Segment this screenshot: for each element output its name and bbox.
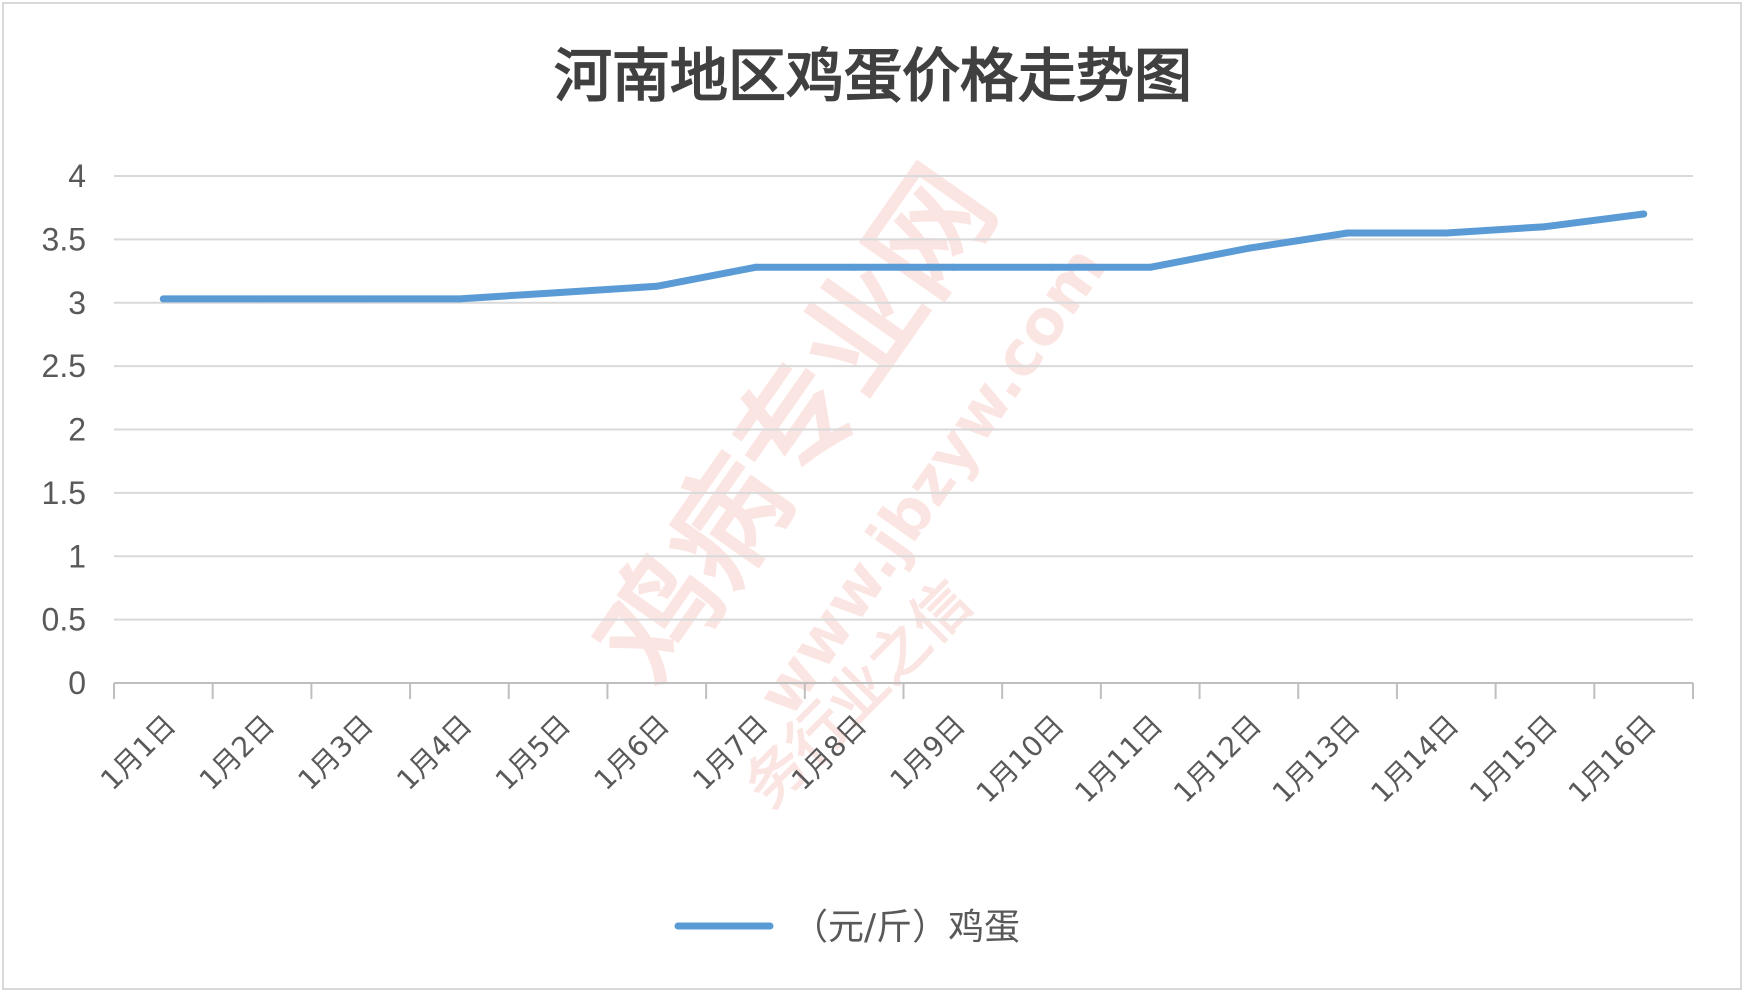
x-tick-label: 1月11日 — [1068, 709, 1169, 810]
data-point[interactable] — [1442, 229, 1450, 237]
y-tick-label: 1.5 — [42, 475, 86, 511]
data-point[interactable] — [949, 263, 957, 271]
data-point[interactable] — [1541, 223, 1549, 231]
x-tick-label: 1月4日 — [390, 709, 478, 797]
x-tick-label: 1月1日 — [94, 709, 182, 797]
y-tick-label: 2 — [68, 412, 86, 448]
x-tick-label: 1月2日 — [193, 709, 281, 797]
data-point[interactable] — [258, 295, 266, 303]
data-point[interactable] — [455, 295, 463, 303]
y-tick-label: 2.5 — [42, 348, 86, 384]
x-tick-label: 1月9日 — [884, 709, 972, 797]
data-point[interactable] — [653, 282, 661, 290]
x-tick-label: 1月16日 — [1562, 709, 1663, 810]
x-tick-label: 1月5日 — [489, 709, 577, 797]
x-tick-label: 1月12日 — [1167, 709, 1268, 810]
data-point[interactable] — [850, 263, 858, 271]
x-tick-label: 1月13日 — [1266, 709, 1367, 810]
y-tick-label: 0.5 — [42, 602, 86, 638]
data-point[interactable] — [751, 263, 759, 271]
y-axis: 0 0.5 1 1.5 2 2.5 3 3.5 4 — [42, 158, 86, 701]
data-point[interactable] — [159, 295, 167, 303]
y-tick-label: 0 — [68, 665, 86, 701]
legend[interactable]: （元/斤）鸡蛋 — [674, 907, 1020, 948]
data-point[interactable] — [554, 289, 562, 297]
y-tick-label: 3 — [68, 285, 86, 321]
data-point[interactable] — [1640, 210, 1648, 218]
data-point[interactable] — [1048, 263, 1056, 271]
x-tick-label: 1月14日 — [1365, 709, 1466, 810]
x-tick-label: 1月6日 — [588, 709, 676, 797]
data-point[interactable] — [1146, 263, 1154, 271]
data-point[interactable] — [357, 295, 365, 303]
chart-title: 河南地区鸡蛋价格走势图 — [554, 42, 1192, 110]
data-point[interactable] — [1245, 244, 1253, 252]
x-tick-label: 1月15日 — [1463, 709, 1564, 810]
y-tick-label: 1 — [68, 538, 86, 574]
series-layer — [159, 210, 1648, 303]
x-tick-label: 1月10日 — [970, 709, 1071, 810]
x-tick-label: 1月3日 — [292, 709, 380, 797]
series-line-0[interactable] — [159, 210, 1648, 303]
data-point[interactable] — [1344, 229, 1352, 237]
legend-label: （元/斤）鸡蛋 — [792, 907, 1020, 948]
y-tick-label: 4 — [68, 158, 86, 194]
y-tick-label: 3.5 — [42, 221, 86, 257]
